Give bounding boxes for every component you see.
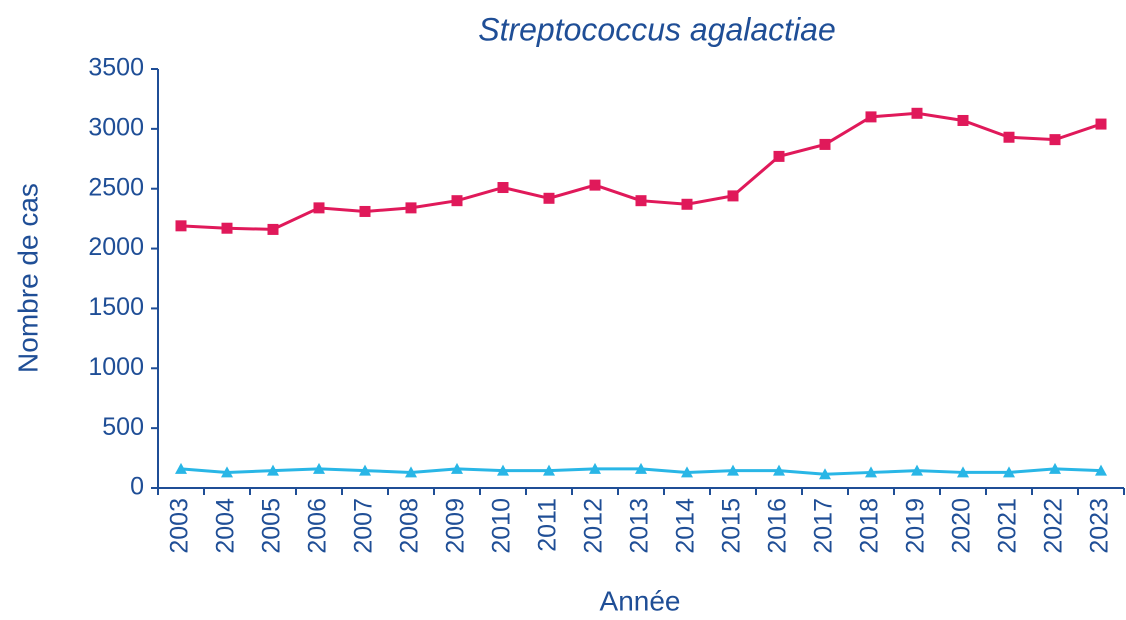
marker	[405, 202, 417, 214]
marker	[405, 466, 417, 478]
marker	[221, 222, 233, 234]
y-axis-label: Nombre de cas	[12, 183, 43, 373]
marker	[819, 138, 831, 150]
x-tick-label: 2012	[580, 498, 608, 554]
x-tick-label: 2017	[810, 498, 838, 554]
marker	[635, 462, 647, 474]
y-tick-label: 3500	[88, 54, 144, 82]
marker	[543, 464, 555, 476]
marker	[313, 462, 325, 474]
x-axis-label: Année	[600, 585, 681, 616]
chart-title: Streptococcus agalactiae	[478, 11, 836, 47]
marker	[451, 462, 463, 474]
marker	[175, 220, 187, 232]
marker	[727, 190, 739, 202]
marker	[1003, 466, 1015, 478]
marker	[359, 464, 371, 476]
x-tick-label: 2021	[994, 498, 1022, 554]
x-tick-label: 2006	[304, 498, 332, 554]
x-tick-label: 2007	[350, 498, 378, 554]
x-tick-label: 2020	[948, 498, 976, 554]
marker	[681, 466, 693, 478]
marker	[1049, 462, 1061, 474]
marker	[589, 179, 601, 191]
marker	[175, 462, 187, 474]
marker	[1003, 131, 1015, 143]
y-tick-label: 2000	[88, 233, 144, 261]
x-tick-label: 2010	[488, 498, 516, 554]
x-tick-label: 2015	[718, 498, 746, 554]
marker	[267, 223, 279, 235]
marker	[221, 466, 233, 478]
marker	[543, 192, 555, 204]
x-tick-label: 2005	[258, 498, 286, 554]
x-tick-label: 2023	[1086, 498, 1114, 554]
y-tick-label: 2500	[88, 173, 144, 201]
marker	[1049, 134, 1061, 146]
marker	[865, 466, 877, 478]
marker	[773, 464, 785, 476]
x-tick-label: 2008	[396, 498, 424, 554]
x-tick-label: 2019	[902, 498, 930, 554]
x-tick-label: 2011	[534, 498, 562, 552]
marker	[773, 150, 785, 162]
marker	[1095, 118, 1107, 130]
x-tick-label: 2018	[856, 498, 884, 554]
x-tick-label: 2022	[1040, 498, 1068, 554]
x-tick-label: 2009	[442, 498, 470, 554]
x-tick-label: 2016	[764, 498, 792, 554]
marker	[957, 466, 969, 478]
marker	[727, 464, 739, 476]
y-tick-label: 3000	[88, 113, 144, 141]
marker	[497, 182, 509, 194]
marker	[911, 107, 923, 119]
x-tick-label: 2013	[626, 498, 654, 554]
marker	[819, 468, 831, 480]
marker	[681, 198, 693, 210]
marker	[1095, 464, 1107, 476]
x-tick-label: 2004	[212, 498, 240, 554]
y-tick-label: 500	[102, 413, 144, 441]
marker	[451, 195, 463, 207]
marker	[635, 195, 647, 207]
marker	[865, 111, 877, 123]
marker	[267, 464, 279, 476]
marker	[359, 205, 371, 217]
marker	[313, 202, 325, 214]
marker	[497, 464, 509, 476]
y-tick-label: 0	[130, 473, 144, 501]
x-tick-label: 2003	[166, 498, 194, 554]
y-tick-label: 1500	[88, 293, 144, 321]
x-tick-label: 2014	[672, 498, 700, 554]
y-tick-label: 1000	[88, 353, 144, 381]
marker	[911, 464, 923, 476]
marker	[589, 462, 601, 474]
marker	[957, 114, 969, 126]
